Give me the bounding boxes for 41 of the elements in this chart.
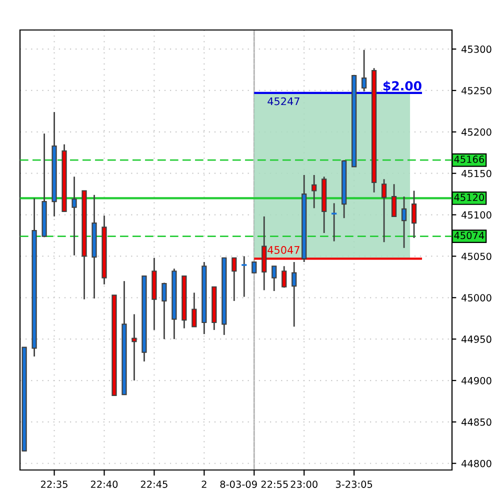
candlestick	[332, 202, 337, 242]
candlestick	[162, 282, 167, 340]
x-tick-label: 22:40	[90, 480, 118, 488]
candlestick	[381, 178, 387, 243]
candlestick	[252, 261, 257, 274]
ref-line-label: 45047	[268, 246, 300, 254]
candlestick	[72, 176, 77, 256]
candlestick	[362, 49, 367, 92]
y-tick-label: 45250	[462, 86, 492, 94]
candlestick	[232, 257, 237, 302]
y-tick-label: 45150	[462, 170, 492, 178]
ref-line-label: 45074	[454, 232, 484, 240]
y-tick-label: 44800	[462, 460, 492, 468]
x-tick-label: 22:45	[140, 480, 168, 488]
x-tick-label: 8-03-09 22:55	[220, 480, 288, 488]
candlestick	[192, 292, 197, 328]
y-tick-label: 44900	[462, 376, 492, 384]
ref-line-label: 45120	[454, 194, 484, 202]
y-tick-label: 44850	[462, 418, 492, 426]
x-tick-label: 23:00	[290, 480, 318, 488]
y-tick-label: 45100	[462, 211, 492, 219]
candlestick	[272, 265, 277, 292]
candlestick	[292, 261, 297, 328]
x-tick-label: 3-23:05	[336, 480, 372, 488]
y-tick-label: 44950	[462, 336, 492, 343]
y-tick-label: 45300	[462, 46, 492, 53]
candlestick	[132, 314, 137, 382]
ref-line-label: 45247	[268, 97, 300, 106]
ref-line-label: 45166	[454, 156, 484, 163]
candlestick	[312, 174, 317, 209]
y-tick-label: 45200	[462, 128, 492, 136]
y-tick-label: 45050	[462, 252, 492, 260]
candlestick	[242, 256, 247, 298]
annotation: $2.00	[383, 80, 422, 92]
candlestick	[391, 183, 397, 218]
x-tick-label: 22:35	[40, 480, 68, 488]
x-tick-label: 2	[202, 480, 206, 488]
candlestick	[411, 190, 417, 239]
y-tick-label: 45000	[462, 294, 492, 302]
candlestick	[401, 196, 407, 249]
candlestick	[282, 265, 287, 288]
